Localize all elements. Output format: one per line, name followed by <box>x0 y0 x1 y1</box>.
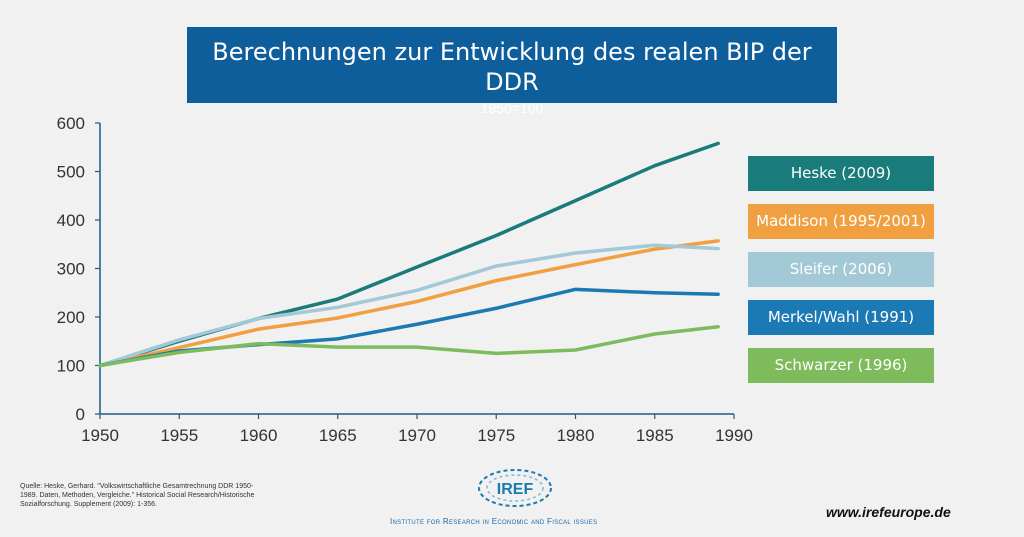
source-citation: Quelle: Heske, Gerhard. "Volkswirtschaft… <box>20 483 255 508</box>
chart-series-lines <box>98 141 720 368</box>
x-tick-label: 1980 <box>557 426 595 445</box>
logo-label: IREF <box>497 481 534 498</box>
y-tick-label: 500 <box>57 163 85 182</box>
institute-name: Institute for Research in Economic and F… <box>390 517 598 526</box>
y-tick-label: 0 <box>76 405 85 424</box>
chart-title: Berechnungen zur Entwicklung des realen … <box>212 38 812 96</box>
legend-item: Sleifer (2006) <box>748 252 934 287</box>
x-tick-label: 1955 <box>160 426 198 445</box>
legend-item: Heske (2009) <box>748 156 934 191</box>
x-tick-label: 1950 <box>81 426 119 445</box>
x-tick-label: 1960 <box>240 426 278 445</box>
legend-item: Maddison (1995/2001) <box>748 204 934 239</box>
y-tick-label: 400 <box>57 211 85 230</box>
series-line-1 <box>98 239 720 368</box>
legend-item: Merkel/Wahl (1991) <box>748 300 934 335</box>
website-link[interactable]: www.irefeurope.de <box>826 504 951 520</box>
chart-title-box: Berechnungen zur Entwicklung des realen … <box>187 27 837 116</box>
x-tick-label: 1970 <box>398 426 436 445</box>
y-tick-label: 100 <box>57 357 85 376</box>
x-tick-label: 1975 <box>477 426 515 445</box>
series-line-4 <box>98 324 720 368</box>
x-tick-label: 1965 <box>319 426 357 445</box>
y-tick-label: 300 <box>57 260 85 279</box>
x-tick-label: 1990 <box>715 426 753 445</box>
series-line-3 <box>98 287 720 368</box>
y-tick-label: 200 <box>57 308 85 327</box>
chart-subtitle: 1950=100 <box>480 100 544 116</box>
y-tick-label: 600 <box>57 114 85 133</box>
x-tick-label: 1985 <box>636 426 674 445</box>
legend-item: Schwarzer (1996) <box>748 348 934 383</box>
iref-logo: IREF <box>478 469 552 507</box>
series-line-2 <box>98 243 720 368</box>
chart-axes: 0 100 200 300 400 500 600 1950 1955 1960 1965 1970 1… <box>57 114 753 445</box>
